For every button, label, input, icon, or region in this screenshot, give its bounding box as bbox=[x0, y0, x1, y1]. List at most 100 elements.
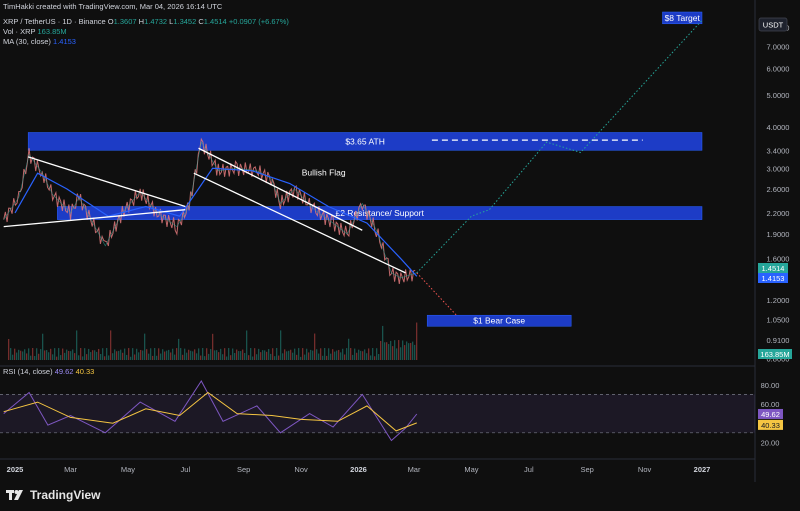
volume-bar bbox=[370, 355, 372, 360]
time-tick-label: 2027 bbox=[694, 465, 711, 474]
volume-bar bbox=[380, 340, 382, 360]
volume-bar bbox=[350, 348, 352, 360]
volume-bar bbox=[388, 344, 390, 360]
time-tick-label: Sep bbox=[581, 465, 594, 474]
volume-bar bbox=[12, 354, 14, 360]
volume-bar bbox=[20, 350, 22, 360]
time-tick-label: 2026 bbox=[350, 465, 367, 474]
volume-bar bbox=[288, 350, 290, 360]
volume-bar bbox=[74, 353, 76, 360]
ma-legend[interactable]: MA (30, close) 1.4153 bbox=[3, 37, 76, 47]
volume-bar bbox=[162, 349, 164, 360]
volume-bar bbox=[246, 330, 248, 360]
volume-bar bbox=[282, 353, 284, 360]
volume-bar bbox=[8, 339, 10, 360]
zone-1 bbox=[57, 206, 703, 220]
volume-bar bbox=[362, 351, 364, 360]
time-tick-label: Nov bbox=[294, 465, 308, 474]
price-tag: 1.4514 bbox=[762, 264, 785, 273]
volume-bar bbox=[356, 352, 358, 360]
price-series bbox=[3, 137, 416, 284]
volume-bar bbox=[394, 340, 396, 360]
volume-bar bbox=[32, 348, 34, 360]
volume-bar bbox=[228, 348, 230, 360]
trendline-triangle-top bbox=[27, 156, 186, 208]
symbol-name[interactable]: XRP / TetherUS · 1D · Binance bbox=[3, 17, 106, 26]
ma-value: 1.4153 bbox=[53, 37, 76, 46]
volume-bar bbox=[274, 356, 276, 360]
volume-bar bbox=[238, 351, 240, 360]
volume-legend[interactable]: Vol · XRP 163.85M bbox=[3, 27, 67, 37]
volume-bar bbox=[398, 340, 400, 360]
high-label: H bbox=[138, 17, 145, 26]
volume-bar bbox=[36, 348, 38, 360]
volume-bar bbox=[290, 349, 292, 360]
volume-bar bbox=[364, 349, 366, 360]
volume-bar bbox=[414, 344, 416, 360]
price-tick-label: 1.9000 bbox=[767, 230, 790, 239]
volume-bar bbox=[268, 349, 270, 360]
time-tick-label: May bbox=[121, 465, 135, 474]
volume-bar bbox=[206, 348, 208, 360]
volume-bar bbox=[392, 346, 394, 360]
zone-2 bbox=[426, 314, 572, 327]
volume-bar bbox=[140, 349, 142, 360]
volume-bar bbox=[60, 355, 62, 360]
volume-bar bbox=[70, 351, 72, 360]
volume-bar bbox=[68, 350, 70, 360]
currency-badge[interactable] bbox=[758, 17, 788, 32]
volume-bar bbox=[154, 348, 156, 360]
volume-bar bbox=[296, 354, 298, 360]
price-tick-label: 2.6000 bbox=[767, 185, 790, 194]
volume-bar bbox=[332, 349, 334, 360]
volume-bar bbox=[148, 353, 150, 360]
volume-bar bbox=[234, 352, 236, 360]
volume-bar bbox=[176, 348, 178, 360]
volume-bar bbox=[124, 348, 126, 360]
volume-bar bbox=[118, 350, 120, 360]
volume-bar bbox=[244, 352, 246, 360]
volume-bar bbox=[24, 349, 26, 360]
zone-label-1: £2 Resistance/ Support bbox=[335, 208, 424, 218]
volume-bar bbox=[264, 350, 266, 360]
volume-bar bbox=[144, 333, 146, 360]
change-value: +0.0907 (+6.67%) bbox=[228, 17, 289, 26]
volume-bar bbox=[142, 350, 144, 360]
volume-bar bbox=[100, 354, 102, 360]
volume-bar bbox=[134, 354, 136, 360]
volume-bar bbox=[250, 348, 252, 360]
volume-bar bbox=[150, 348, 152, 360]
price-tag-bg bbox=[758, 263, 788, 273]
volume-bar bbox=[278, 355, 280, 360]
volume-bar bbox=[108, 355, 110, 360]
rsi-tag-bg bbox=[758, 408, 783, 419]
volume-bar bbox=[376, 348, 378, 360]
volume-bar bbox=[120, 349, 122, 360]
volume-bar bbox=[14, 348, 16, 360]
volume-bar bbox=[310, 349, 312, 360]
volume-bar bbox=[404, 345, 406, 360]
volume-bar bbox=[390, 340, 392, 360]
volume-bar bbox=[402, 340, 404, 360]
volume-bar bbox=[30, 355, 32, 360]
volume-bar bbox=[22, 351, 24, 360]
volume-bar bbox=[314, 333, 316, 360]
volume-bar bbox=[254, 348, 256, 360]
volume-bar bbox=[174, 354, 176, 360]
volume-bar bbox=[38, 353, 40, 360]
volume-bar bbox=[146, 349, 148, 360]
symbol-legend[interactable]: XRP / TetherUS · 1D · Binance O1.3607 H1… bbox=[3, 17, 289, 27]
volume-bar bbox=[258, 348, 260, 360]
volume-bar bbox=[16, 352, 18, 360]
volume-bar bbox=[170, 352, 172, 360]
volume-bar bbox=[194, 349, 196, 360]
volume-bar bbox=[230, 355, 232, 360]
volume-bar bbox=[198, 348, 200, 360]
trendline-triangle-bottom bbox=[3, 209, 186, 228]
rsi-legend[interactable]: RSI (14, close) 49.62 40.33 bbox=[3, 367, 94, 377]
volume-bar bbox=[82, 356, 84, 360]
volume-bar bbox=[344, 354, 346, 360]
trendline-flag-top bbox=[198, 147, 363, 231]
